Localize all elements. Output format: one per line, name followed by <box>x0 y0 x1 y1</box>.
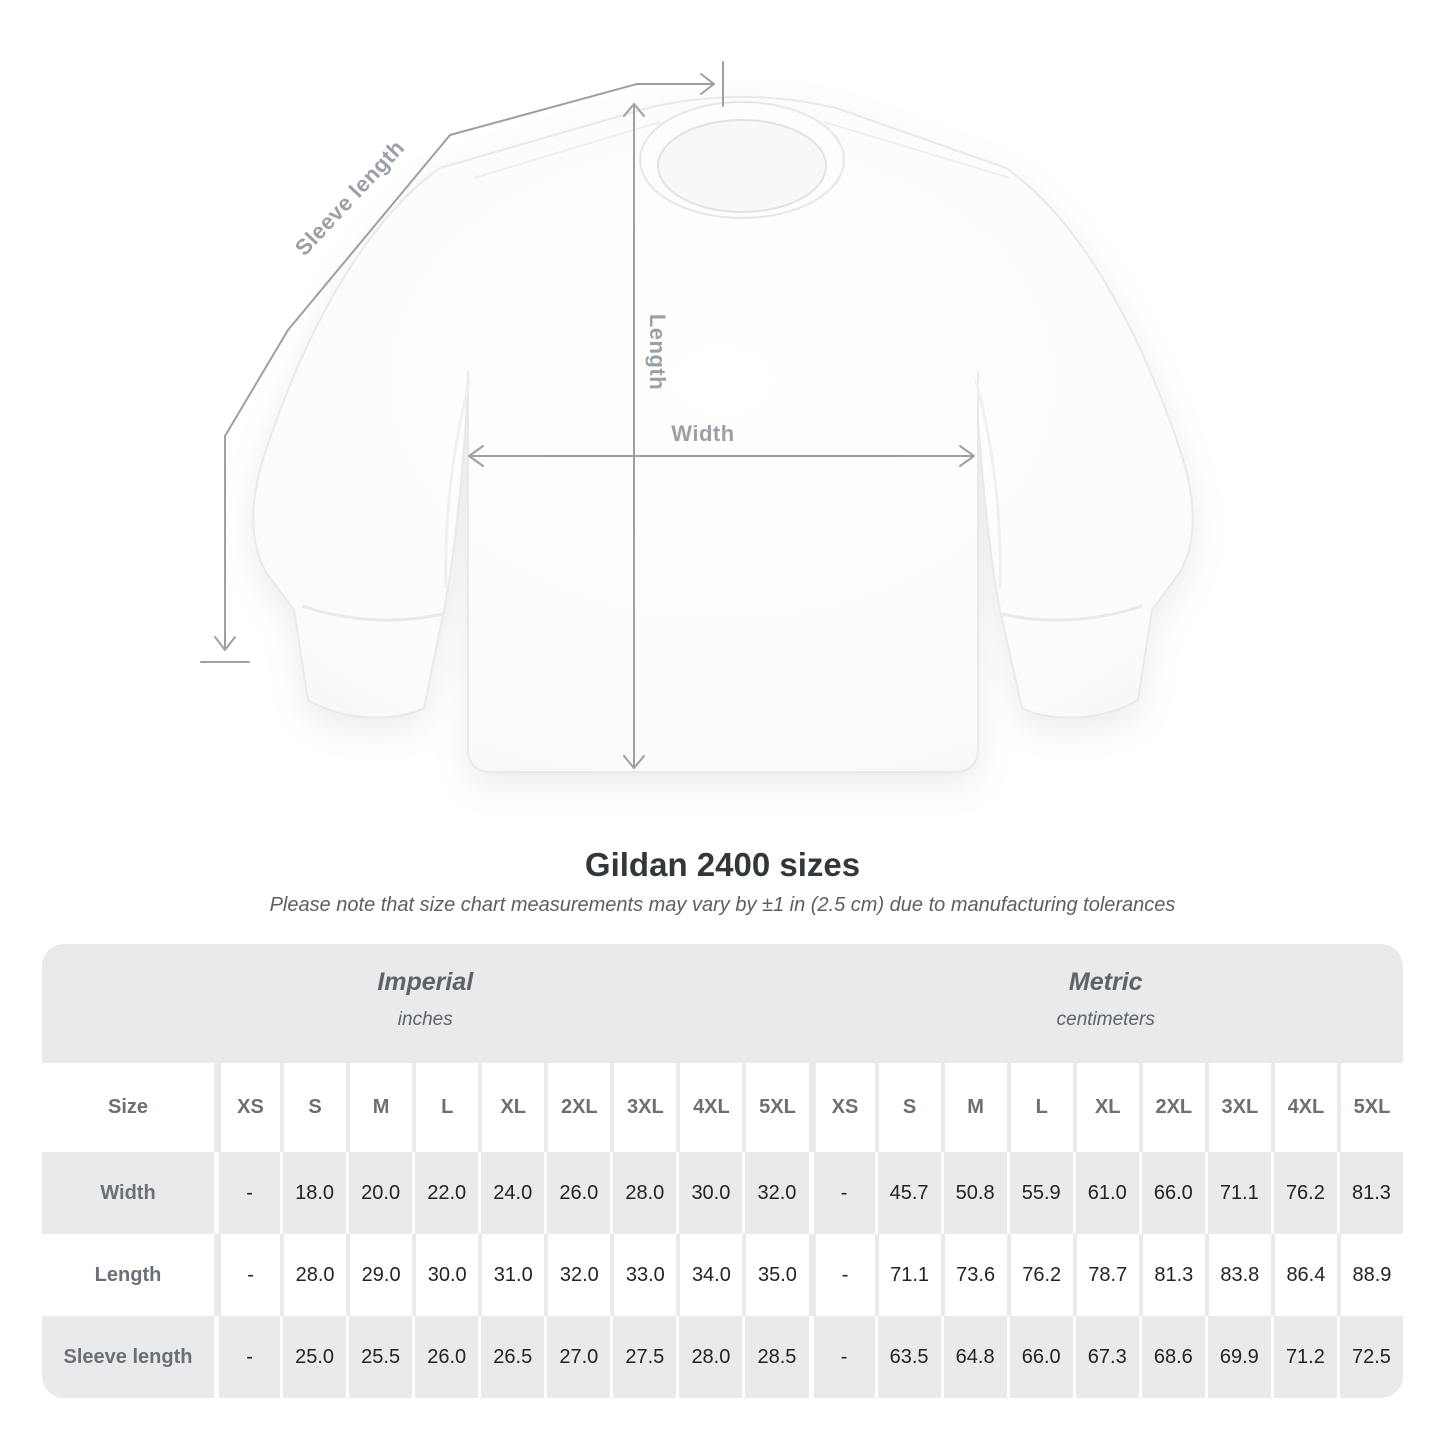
size-header: XS <box>808 1063 875 1152</box>
size-column-header: Size <box>42 1063 214 1152</box>
size-chart-table: Imperial inches Metric centimeters Size … <box>42 944 1403 1398</box>
size-header: M <box>346 1063 413 1152</box>
table-cell: 28.0 <box>676 1316 742 1398</box>
size-header: 5XL <box>742 1063 809 1152</box>
size-header: 2XL <box>544 1063 611 1152</box>
long-sleeve-shirt-illustration <box>200 61 1194 773</box>
size-header: XS <box>214 1063 281 1152</box>
table-cell: 71.1 <box>1204 1152 1271 1234</box>
size-header: M <box>940 1063 1007 1152</box>
size-header: 3XL <box>1204 1063 1271 1152</box>
table-cell: 24.0 <box>478 1152 544 1234</box>
table-cell: 67.3 <box>1072 1316 1139 1398</box>
shirt-measurement-diagram: Sleeve length Length Width <box>200 61 1194 773</box>
imperial-header-title: Imperial <box>377 968 474 996</box>
table-cell: 78.7 <box>1072 1234 1139 1316</box>
table-cell: 32.0 <box>742 1152 808 1234</box>
table-cell: 68.6 <box>1138 1316 1205 1398</box>
table-cell: 28.0 <box>610 1152 676 1234</box>
table-cell: 30.0 <box>412 1234 479 1316</box>
table-cell: 34.0 <box>676 1234 743 1316</box>
table-cell: - <box>808 1316 875 1398</box>
table-cell: 76.2 <box>1270 1152 1337 1234</box>
tolerance-note: Please note that size chart measurements… <box>269 894 1176 916</box>
imperial-header-unit: inches <box>397 1009 453 1030</box>
table-cell: 31.0 <box>478 1234 545 1316</box>
metric-section-header: Metric centimeters <box>809 944 1404 1063</box>
table-cell: 61.0 <box>1072 1152 1139 1234</box>
table-cell: 66.0 <box>1006 1316 1073 1398</box>
table-cell: 66.0 <box>1138 1152 1205 1234</box>
size-header: 5XL <box>1336 1063 1403 1152</box>
table-cell: 25.0 <box>280 1316 346 1398</box>
table-cell: 73.6 <box>940 1234 1007 1316</box>
table-cell: 71.1 <box>874 1234 941 1316</box>
table-cell: - <box>808 1152 875 1234</box>
table-cell: - <box>214 1316 280 1398</box>
table-cell: 33.0 <box>610 1234 677 1316</box>
size-header: 4XL <box>676 1063 743 1152</box>
table-cell: 25.5 <box>346 1316 412 1398</box>
table-cell: 18.0 <box>280 1152 346 1234</box>
table-cell: 50.8 <box>940 1152 1007 1234</box>
table-cell: 69.9 <box>1204 1316 1271 1398</box>
metric-header-title: Metric <box>1068 968 1143 996</box>
table-cell: - <box>214 1152 280 1234</box>
table-cell: 26.0 <box>544 1152 610 1234</box>
table-cell: - <box>808 1234 875 1316</box>
page-title: Gildan 2400 sizes <box>584 846 861 883</box>
metric-header-unit: centimeters <box>1056 1009 1155 1030</box>
table-cell: 83.8 <box>1204 1234 1271 1316</box>
table-cell: 35.0 <box>742 1234 809 1316</box>
table-cell: 76.2 <box>1006 1234 1073 1316</box>
table-cell: 22.0 <box>412 1152 478 1234</box>
table-cell: 63.5 <box>874 1316 941 1398</box>
size-header: 3XL <box>610 1063 677 1152</box>
table-cell: - <box>214 1234 281 1316</box>
width-measure-line <box>468 445 975 467</box>
size-header: L <box>1006 1063 1073 1152</box>
table-cell: 64.8 <box>940 1316 1007 1398</box>
table-cell: 28.5 <box>742 1316 808 1398</box>
table-cell: 45.7 <box>874 1152 941 1234</box>
table-cell: 28.0 <box>280 1234 347 1316</box>
table-cell: 27.5 <box>610 1316 676 1398</box>
length-measure-line <box>623 103 645 769</box>
table-cell: 81.3 <box>1138 1234 1205 1316</box>
size-header: L <box>412 1063 479 1152</box>
table-cell: 88.9 <box>1336 1234 1403 1316</box>
table-cell: 71.2 <box>1270 1316 1337 1398</box>
shirt-silhouette <box>252 96 1194 773</box>
table-cell: 20.0 <box>346 1152 412 1234</box>
size-header: 2XL <box>1138 1063 1205 1152</box>
table-cell: 30.0 <box>676 1152 742 1234</box>
row-label-sleeve-length: Sleeve length <box>63 1345 193 1368</box>
size-header: S <box>874 1063 941 1152</box>
sleeve-length-measure-line <box>200 61 724 663</box>
row-label-length: Length <box>42 1234 214 1316</box>
table-cell: 81.3 <box>1336 1152 1403 1234</box>
table-cell: 26.0 <box>412 1316 478 1398</box>
row-label-width: Width <box>100 1181 156 1204</box>
table-cell: 27.0 <box>544 1316 610 1398</box>
size-header: XL <box>1072 1063 1139 1152</box>
table-cell: 72.5 <box>1336 1316 1403 1398</box>
table-cell: 32.0 <box>544 1234 611 1316</box>
table-cell: 26.5 <box>478 1316 544 1398</box>
table-cell: 86.4 <box>1270 1234 1337 1316</box>
imperial-section-header: Imperial inches <box>42 944 809 1063</box>
table-cell: 55.9 <box>1006 1152 1073 1234</box>
size-header: 4XL <box>1270 1063 1337 1152</box>
size-header: XL <box>478 1063 545 1152</box>
table-cell: 29.0 <box>346 1234 413 1316</box>
size-header: S <box>280 1063 347 1152</box>
